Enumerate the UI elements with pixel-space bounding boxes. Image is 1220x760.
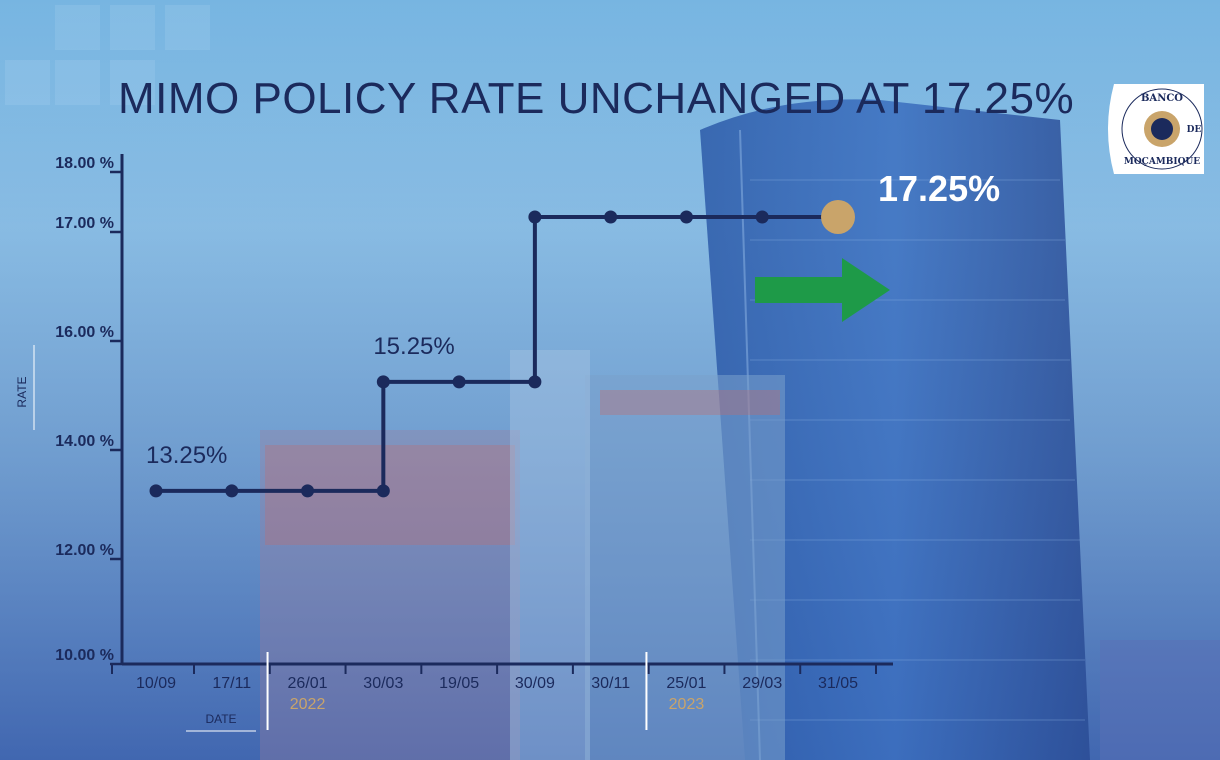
x-tick-label: 29/03 [742,675,782,692]
x-axis-label: DATE [205,712,236,726]
y-tick-label: 10.00 % [55,647,114,664]
y-tick-label: 12.00 % [55,542,114,559]
x-tick-label: 26/01 [288,675,328,692]
y-tick-label: 16.00 % [55,324,114,341]
rate-annotation: 17.25% [878,168,1000,209]
x-tick-label: 17/11 [212,675,251,692]
logo-text-top: BANCO [1141,93,1183,104]
x-tick-label: 25/01 [666,675,706,692]
y-axis-label: RATE [15,376,29,407]
rate-point [376,484,390,498]
rate-point [149,484,163,498]
logo-text-mid: DE [1187,125,1202,135]
green-arrow-icon [755,258,890,322]
rate-point [528,210,542,224]
page-title: MIMO POLICY RATE UNCHANGED AT 17.25% [118,74,1075,123]
y-tick-label: 17.00 % [55,215,114,232]
x-tick-label: 10/09 [136,675,176,692]
rate-point [225,484,239,498]
rate-point [452,375,466,389]
rate-annotation: 15.25% [373,333,454,360]
rate-annotation: 13.25% [146,442,227,469]
rate-point [376,375,390,389]
rate-point [679,210,693,224]
rate-step-line [156,215,838,493]
logo-text-bottom: MOÇAMBIQUE [1124,157,1200,167]
rate-point [301,484,315,498]
rate-point [755,210,769,224]
x-tick-label: 31/05 [818,675,858,692]
rate-point [604,210,618,224]
y-tick-label: 14.00 % [55,433,114,450]
y-tick-label: 18.00 % [55,155,114,172]
banco-de-mocambique-logo: BANCO DE MOÇAMBIQUE [1108,84,1204,174]
x-tick-label: 30/09 [515,675,555,692]
year-label: 2022 [290,696,326,713]
x-tick-label: 19/05 [439,675,479,692]
x-tick-label: 30/11 [591,675,630,692]
rate-point [528,375,542,389]
x-tick-label: 30/03 [363,675,403,692]
year-label: 2023 [669,696,705,713]
current-rate-marker [821,200,855,234]
